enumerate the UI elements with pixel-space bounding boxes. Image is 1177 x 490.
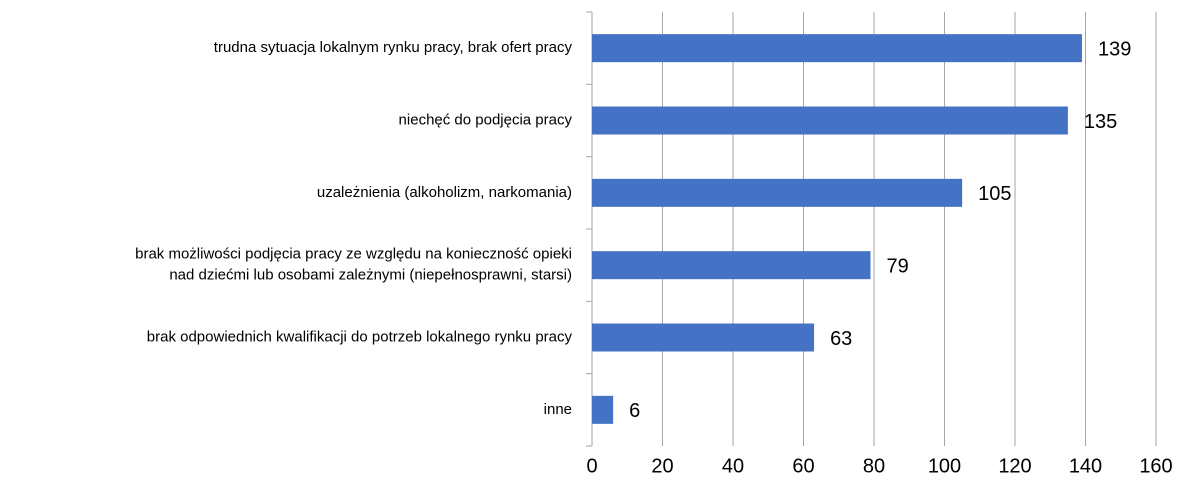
bar: [592, 251, 871, 280]
bar: [592, 178, 963, 207]
x-tick-label: 60: [792, 455, 814, 477]
value-label: 135: [1084, 111, 1117, 133]
category-label-line: brak możliwości podjęcia pracy ze względ…: [135, 246, 572, 263]
category-label-line: niechęć do podjęcia pracy: [399, 111, 573, 128]
x-tick-label: 20: [651, 455, 673, 477]
category-label: trudna sytuacja lokalnym rynku pracy, br…: [214, 39, 573, 56]
value-label: 63: [830, 328, 852, 350]
x-tick-label: 120: [998, 455, 1031, 477]
category-label: niechęć do podjęcia pracy: [399, 111, 573, 128]
value-label: 6: [629, 400, 640, 422]
x-tick-label: 160: [1139, 455, 1172, 477]
category-label-line: nad dziećmi lub osobami zależnymi (niepe…: [169, 267, 572, 284]
value-label: 79: [886, 255, 908, 277]
x-tick-label: 100: [928, 455, 961, 477]
category-label-line: brak odpowiednich kwalifikacji do potrze…: [147, 328, 573, 345]
x-tick-label: 80: [863, 455, 885, 477]
bar: [592, 106, 1068, 135]
value-label: 105: [978, 183, 1011, 205]
bar: [592, 395, 614, 424]
category-label-line: uzależnienia (alkoholizm, narkomania): [317, 184, 572, 201]
category-label-line: trudna sytuacja lokalnym rynku pracy, br…: [214, 39, 573, 56]
category-label: inne: [544, 401, 572, 418]
bar: [592, 323, 815, 352]
bar: [592, 34, 1082, 63]
category-label-line: inne: [544, 401, 572, 418]
x-tick-label: 140: [1069, 455, 1102, 477]
value-label: 139: [1098, 38, 1131, 60]
category-label: brak możliwości podjęcia pracy ze względ…: [135, 246, 572, 284]
category-label: brak odpowiednich kwalifikacji do potrze…: [147, 328, 573, 345]
category-label: uzależnienia (alkoholizm, narkomania): [317, 184, 572, 201]
x-tick-label: 0: [586, 455, 597, 477]
x-tick-label: 40: [722, 455, 744, 477]
